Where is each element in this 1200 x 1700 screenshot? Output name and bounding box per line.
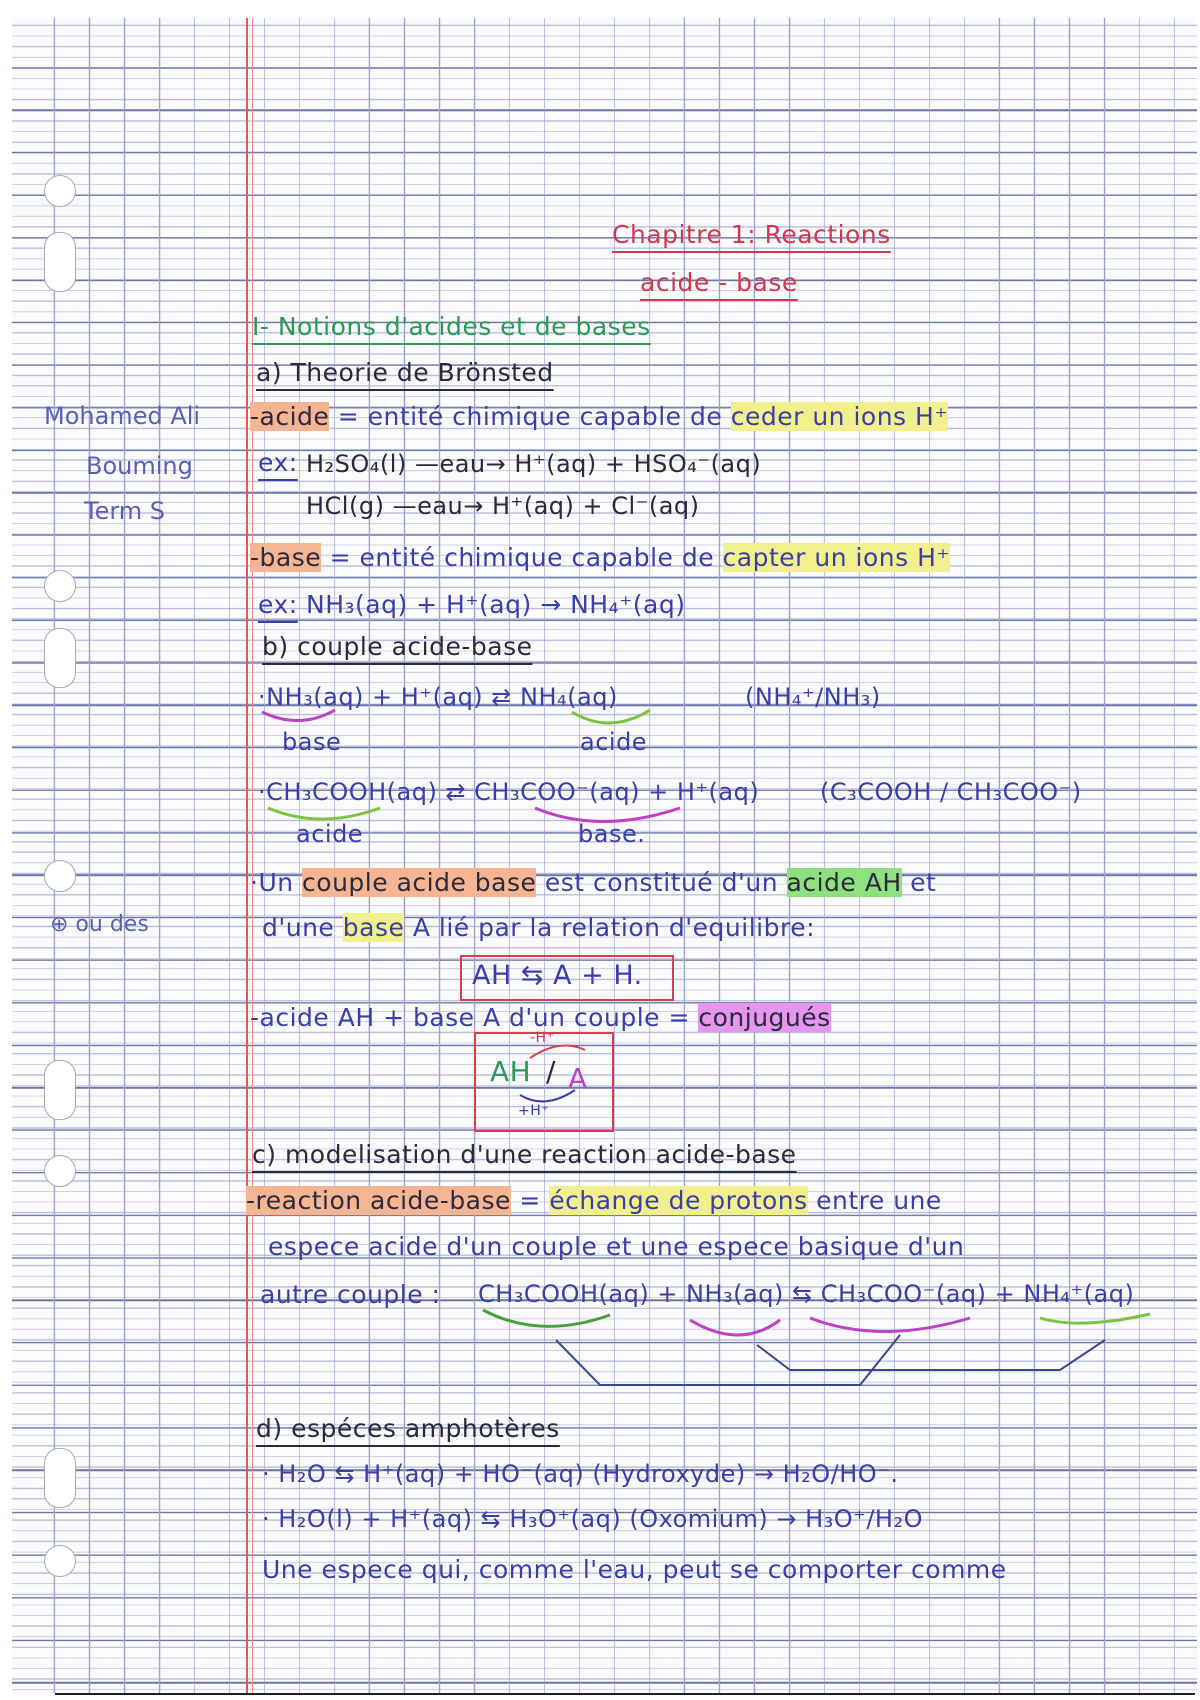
subsection-c-title: c) modelisation d'une reaction acide-bas…	[252, 1140, 797, 1169]
example-reaction: CH₃COOH(aq) + NH₃(aq) ⇆ CH₃COO⁻(aq) + NH…	[478, 1280, 1135, 1308]
label-base: base	[282, 728, 342, 756]
diagram-acid: AH	[490, 1055, 532, 1088]
subsection-d-title: d) espéces amphotères	[256, 1414, 560, 1443]
example-label: ex:	[258, 448, 298, 477]
gain-proton-label: +H⁺	[518, 1103, 550, 1119]
diagram-base: A	[568, 1062, 588, 1095]
punch-hole	[44, 628, 76, 688]
lined-paper	[12, 18, 1197, 1693]
punch-hole	[44, 860, 76, 892]
couple-definition-line1: ·Un couple acide base est constitué d'un…	[250, 868, 937, 897]
reaction-definition-line3: autre couple :	[260, 1280, 441, 1309]
couple-equation-1: ·NH₃(aq) + H⁺(aq) ⇄ NH₄(aq)	[258, 683, 618, 711]
label-acide: acide	[580, 728, 648, 756]
amphoteric-equation-2: · H₂O(l) + H⁺(aq) ⇆ H₃O⁺(aq) (Oxomium) →…	[262, 1505, 923, 1533]
acide-definition: -acide = entité chimique capable de cede…	[250, 402, 949, 431]
label-acide: acide	[296, 820, 364, 848]
lose-proton-label: -H⁺	[530, 1030, 555, 1046]
couple-2: (C₃COOH / CH₃COO⁻)	[820, 778, 1082, 806]
relation-box	[460, 955, 674, 1001]
author-surname: Bouming	[86, 452, 193, 480]
amphoteric-definition: Une espece qui, comme l'eau, peut se com…	[262, 1555, 1007, 1584]
example-2: HCl(g) —eau→ H⁺(aq) + Cl⁻(aq)	[306, 492, 700, 520]
conjugate-definition: -acide AH + base A d'un couple = conjugu…	[250, 1003, 831, 1032]
diagram-slash: /	[546, 1055, 556, 1088]
couple-definition-line2: d'une base A lié par la relation d'equil…	[262, 913, 816, 942]
subsection-b-title: b) couple acide-base	[262, 632, 533, 661]
side-note: ⊕ ou des	[50, 912, 149, 937]
couple-equation-2: ·CH₃COOH(aq) ⇄ CH₃COO⁻(aq) + H⁺(aq)	[258, 778, 760, 806]
couple-1: (NH₄⁺/NH₃)	[745, 683, 881, 711]
punch-hole	[44, 570, 76, 602]
margin-line	[246, 18, 248, 1693]
punch-hole	[44, 1060, 76, 1120]
punch-hole	[44, 175, 76, 207]
subsection-a-title: a) Theorie de Brönsted	[256, 358, 554, 387]
amphoteric-equation-1: · H₂O ⇆ H⁺(aq) + HO⁻(aq) (Hydroxyde) → H…	[262, 1460, 899, 1488]
chapter-title: Chapitre 1: Reactions	[612, 220, 891, 249]
label-base: base.	[578, 820, 646, 848]
punch-hole	[44, 1155, 76, 1187]
chapter-subtitle: acide - base	[640, 268, 798, 297]
punch-hole	[44, 1545, 76, 1577]
section-heading: I- Notions d'acides et de bases	[252, 312, 651, 341]
equilibrium-relation: AH ⇆ A + H.	[472, 960, 643, 991]
base-definition: -base = entité chimique capable de capte…	[250, 543, 951, 572]
author-name: Mohamed Ali	[44, 402, 201, 430]
example-label: ex:	[258, 590, 298, 619]
example-1: H₂SO₄(l) —eau→ H⁺(aq) + HSO₄⁻(aq)	[306, 450, 762, 478]
author-class: Term S	[84, 497, 166, 525]
bottom-edge	[55, 1693, 1195, 1695]
example-3: NH₃(aq) + H⁺(aq) → NH₄⁺(aq)	[306, 590, 686, 619]
reaction-definition-line1: -reaction acide-base = échange de proton…	[246, 1186, 942, 1215]
punch-hole	[44, 1448, 76, 1508]
reaction-definition-line2: espece acide d'un couple et une espece b…	[268, 1232, 965, 1261]
margin-line	[252, 18, 253, 1693]
conjugate-diagram-box	[474, 1032, 614, 1132]
punch-hole	[44, 232, 76, 292]
